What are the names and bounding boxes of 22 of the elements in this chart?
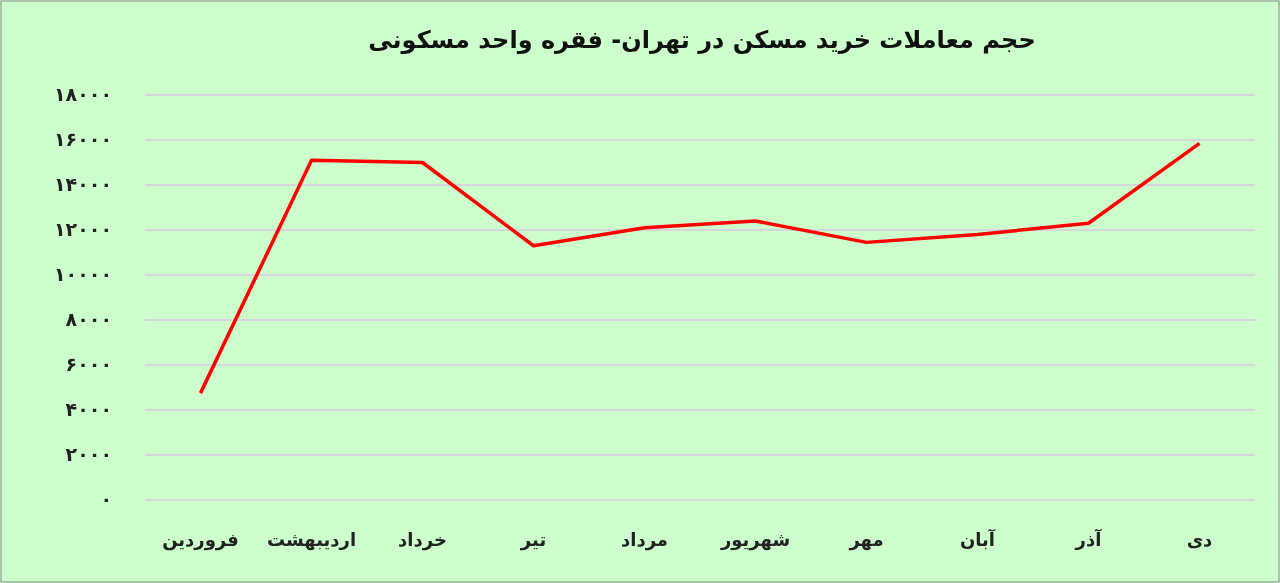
y-tick-label: ۰ xyxy=(100,487,112,510)
y-tick-label: ۱۰۰۰۰ xyxy=(54,262,112,285)
x-tick-label: آذر xyxy=(1074,528,1103,550)
x-tick-label: مهر xyxy=(848,529,884,551)
y-tick-label: ۲۰۰۰ xyxy=(65,442,112,465)
line-series xyxy=(198,141,1202,395)
x-tick-label: آبان xyxy=(959,528,996,550)
y-tick-label: ۱۲۰۰۰ xyxy=(54,217,112,240)
chart-title: حجم معاملات خرید مسکن در تهران- فقره واحد مسکونی xyxy=(368,26,1036,54)
x-tick-label: شهریور xyxy=(719,529,791,551)
y-tick-label: ۱۸۰۰۰ xyxy=(54,82,112,105)
x-tick-label: اردیبهشت xyxy=(266,529,357,551)
x-tick-label: دی xyxy=(1186,529,1213,550)
x-tick-label: تیر xyxy=(519,529,547,551)
y-tick-label: ۱۶۰۰۰ xyxy=(54,127,112,150)
y-tick-label: ۸۰۰۰ xyxy=(65,307,112,330)
y-tick-label: ۴۰۰۰ xyxy=(65,397,112,420)
y-tick-label: ۶۰۰۰ xyxy=(65,352,112,375)
x-tick-label: فروردین xyxy=(162,529,239,551)
x-tick-label: مرداد xyxy=(621,529,668,551)
x-tick-label: خرداد xyxy=(398,529,447,551)
y-tick-label: ۱۴۰۰۰ xyxy=(54,172,112,195)
